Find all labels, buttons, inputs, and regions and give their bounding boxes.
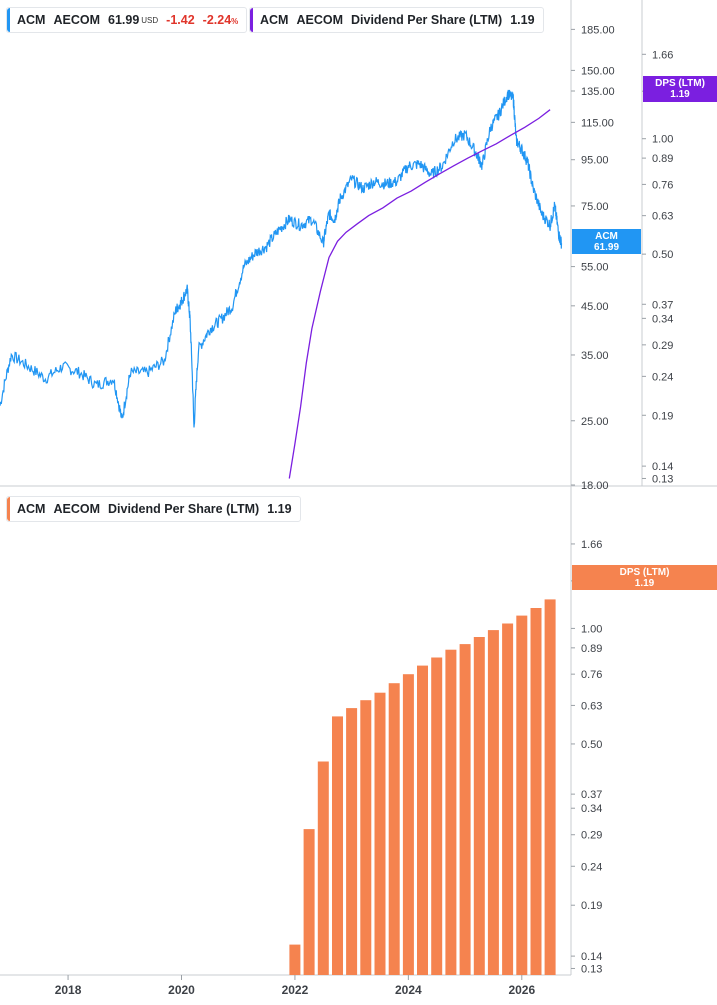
- dps-tick-label: 0.89: [652, 153, 673, 165]
- dps-bottom-tag-label: DPS (LTM): [619, 567, 670, 578]
- bar-axis-tick-label: 0.89: [581, 643, 602, 655]
- price-tick-label: 18.00: [581, 480, 609, 492]
- x-tick-label: 2024: [395, 983, 422, 997]
- price-tag-label: ACM: [595, 231, 618, 242]
- dps-axis-tag-top: DPS (LTM) 1.19: [643, 76, 717, 102]
- dps-tick-label: 1.66: [652, 49, 673, 61]
- dps-bar: [317, 761, 329, 975]
- price-tag-value: 61.99: [593, 242, 620, 253]
- bar-axis-tick-label: 0.76: [581, 669, 602, 681]
- dps-tick-label: 0.24: [652, 371, 673, 383]
- dps-legend-bottom-ticker: ACM: [17, 502, 46, 516]
- dps-series-line: [288, 109, 551, 479]
- dps-bar: [445, 649, 457, 975]
- bar-axis-tick-label: 0.29: [581, 830, 602, 842]
- dps-bar: [388, 683, 400, 975]
- dps-bar: [417, 665, 428, 975]
- dps-tick-label: 1.00: [652, 134, 673, 146]
- dps-legend-top-company: AECOM: [296, 13, 343, 27]
- dps-legend-top[interactable]: ACM AECOM Dividend Per Share (LTM) 1.19: [249, 7, 544, 33]
- bar-axis-tick-label: 1.00: [581, 623, 602, 635]
- price-tick-label: 115.00: [581, 117, 614, 129]
- dps-tick-label: 0.37: [652, 299, 673, 311]
- dps-axis-tag-bottom: DPS (LTM) 1.19: [572, 565, 717, 590]
- price-tick-label: 75.00: [581, 201, 609, 213]
- dps-bar: [473, 637, 485, 975]
- bar-axis-tick-label: 0.24: [581, 861, 602, 873]
- dps-bar: [346, 708, 358, 975]
- dps-tick-label: 0.76: [652, 179, 673, 191]
- price-legend-change-pct: -2.24%: [202, 13, 239, 27]
- price-tick-label: 55.00: [581, 262, 609, 274]
- price-tick-label: 150.00: [581, 65, 615, 77]
- x-tick-label: 2026: [508, 983, 535, 997]
- dps-tick-label: 0.19: [652, 410, 673, 422]
- bar-axis-tick-label: 0.19: [581, 900, 602, 912]
- dps-bar: [431, 657, 443, 975]
- dps-legend-top-metric: Dividend Per Share (LTM): [351, 13, 503, 27]
- bar-axis-tick-label: 0.14: [581, 951, 602, 963]
- bar-axis-tick-label: 0.63: [581, 700, 602, 712]
- dps-legend-bottom[interactable]: ACM AECOM Dividend Per Share (LTM) 1.19: [6, 496, 301, 522]
- price-legend-company: AECOM: [53, 13, 100, 27]
- price-legend[interactable]: ACM AECOM 61.99 USD -1.42 -2.24%: [6, 7, 248, 33]
- dps-tick-label: 0.50: [652, 249, 673, 261]
- price-legend-currency: USD: [141, 16, 159, 25]
- price-legend-ticker: ACM: [17, 13, 46, 27]
- dps-legend-top-value: 1.19: [510, 13, 535, 27]
- dps-tick-label: 0.29: [652, 340, 673, 352]
- price-tick-label: 185.00: [581, 24, 615, 36]
- price-axis-tag: ACM 61.99: [572, 229, 641, 254]
- price-tick-label: 135.00: [581, 86, 615, 98]
- bar-axis-tick-label: 0.13: [581, 963, 602, 975]
- dps-bar: [332, 716, 343, 975]
- dps-legend-bottom-metric: Dividend Per Share (LTM): [108, 502, 260, 516]
- dps-tick-label: 0.13: [652, 473, 673, 485]
- dps-bar: [459, 644, 471, 975]
- dps-legend-bottom-value: 1.19: [267, 502, 292, 516]
- dps-legend-top-swatch: [250, 8, 253, 32]
- x-tick-label: 2018: [55, 983, 82, 997]
- dps-top-tag-value: 1.19: [670, 89, 690, 100]
- dps-bar: [303, 829, 315, 975]
- x-tick-label: 2022: [282, 983, 309, 997]
- dps-bar: [530, 608, 542, 975]
- dps-tick-label: 0.34: [652, 313, 673, 325]
- price-tick-label: 35.00: [581, 350, 609, 362]
- dps-bar: [289, 944, 301, 975]
- price-tick-label: 45.00: [581, 301, 609, 313]
- bar-axis-tick-label: 1.66: [581, 539, 602, 551]
- price-legend-swatch: [7, 8, 10, 32]
- x-tick-label: 2020: [168, 983, 195, 997]
- dps-legend-bottom-swatch: [7, 497, 10, 521]
- dps-tick-label: 0.63: [652, 211, 673, 223]
- dps-bar: [402, 674, 414, 975]
- dps-bar: [374, 692, 386, 975]
- bar-axis-tick-label: 0.50: [581, 739, 602, 751]
- dps-bar: [487, 630, 499, 975]
- price-legend-change: -1.42: [166, 13, 195, 27]
- dps-bar: [544, 599, 556, 975]
- dps-legend-bottom-company: AECOM: [53, 502, 100, 516]
- dps-bottom-tag-value: 1.19: [634, 578, 655, 589]
- bar-axis-tick-label: 0.34: [581, 803, 602, 815]
- dps-top-tag-label: DPS (LTM): [655, 78, 705, 89]
- dps-bar: [360, 700, 372, 975]
- bar-axis-tick-label: 0.37: [581, 789, 602, 801]
- dps-tick-label: 0.14: [652, 461, 673, 473]
- price-tick-label: 95.00: [581, 155, 609, 167]
- price-tick-label: 25.00: [581, 416, 609, 428]
- dps-legend-top-ticker: ACM: [260, 13, 289, 27]
- price-series-line: [0, 89, 563, 428]
- dps-bar: [502, 623, 514, 975]
- dps-bar: [516, 615, 528, 975]
- price-legend-price: 61.99: [108, 13, 140, 27]
